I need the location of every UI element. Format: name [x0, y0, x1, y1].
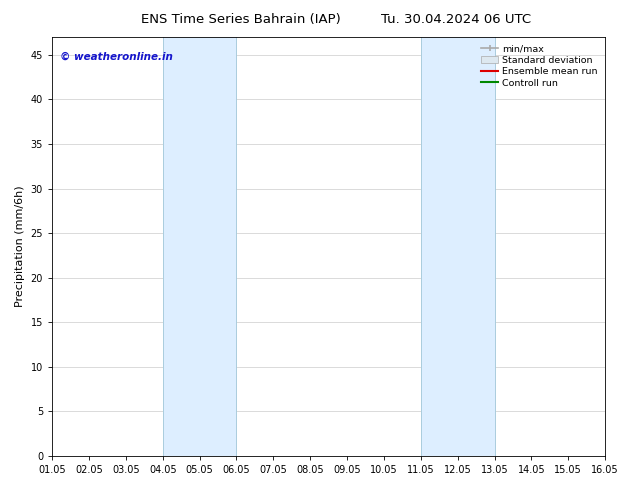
Bar — [163, 37, 236, 456]
Text: © weatheronline.in: © weatheronline.in — [60, 52, 173, 62]
Text: Tu. 30.04.2024 06 UTC: Tu. 30.04.2024 06 UTC — [382, 13, 531, 26]
Text: ENS Time Series Bahrain (IAP): ENS Time Series Bahrain (IAP) — [141, 13, 341, 26]
Y-axis label: Precipitation (mm/6h): Precipitation (mm/6h) — [15, 186, 25, 307]
Bar — [421, 37, 495, 456]
Legend: min/max, Standard deviation, Ensemble mean run, Controll run: min/max, Standard deviation, Ensemble me… — [479, 42, 600, 91]
